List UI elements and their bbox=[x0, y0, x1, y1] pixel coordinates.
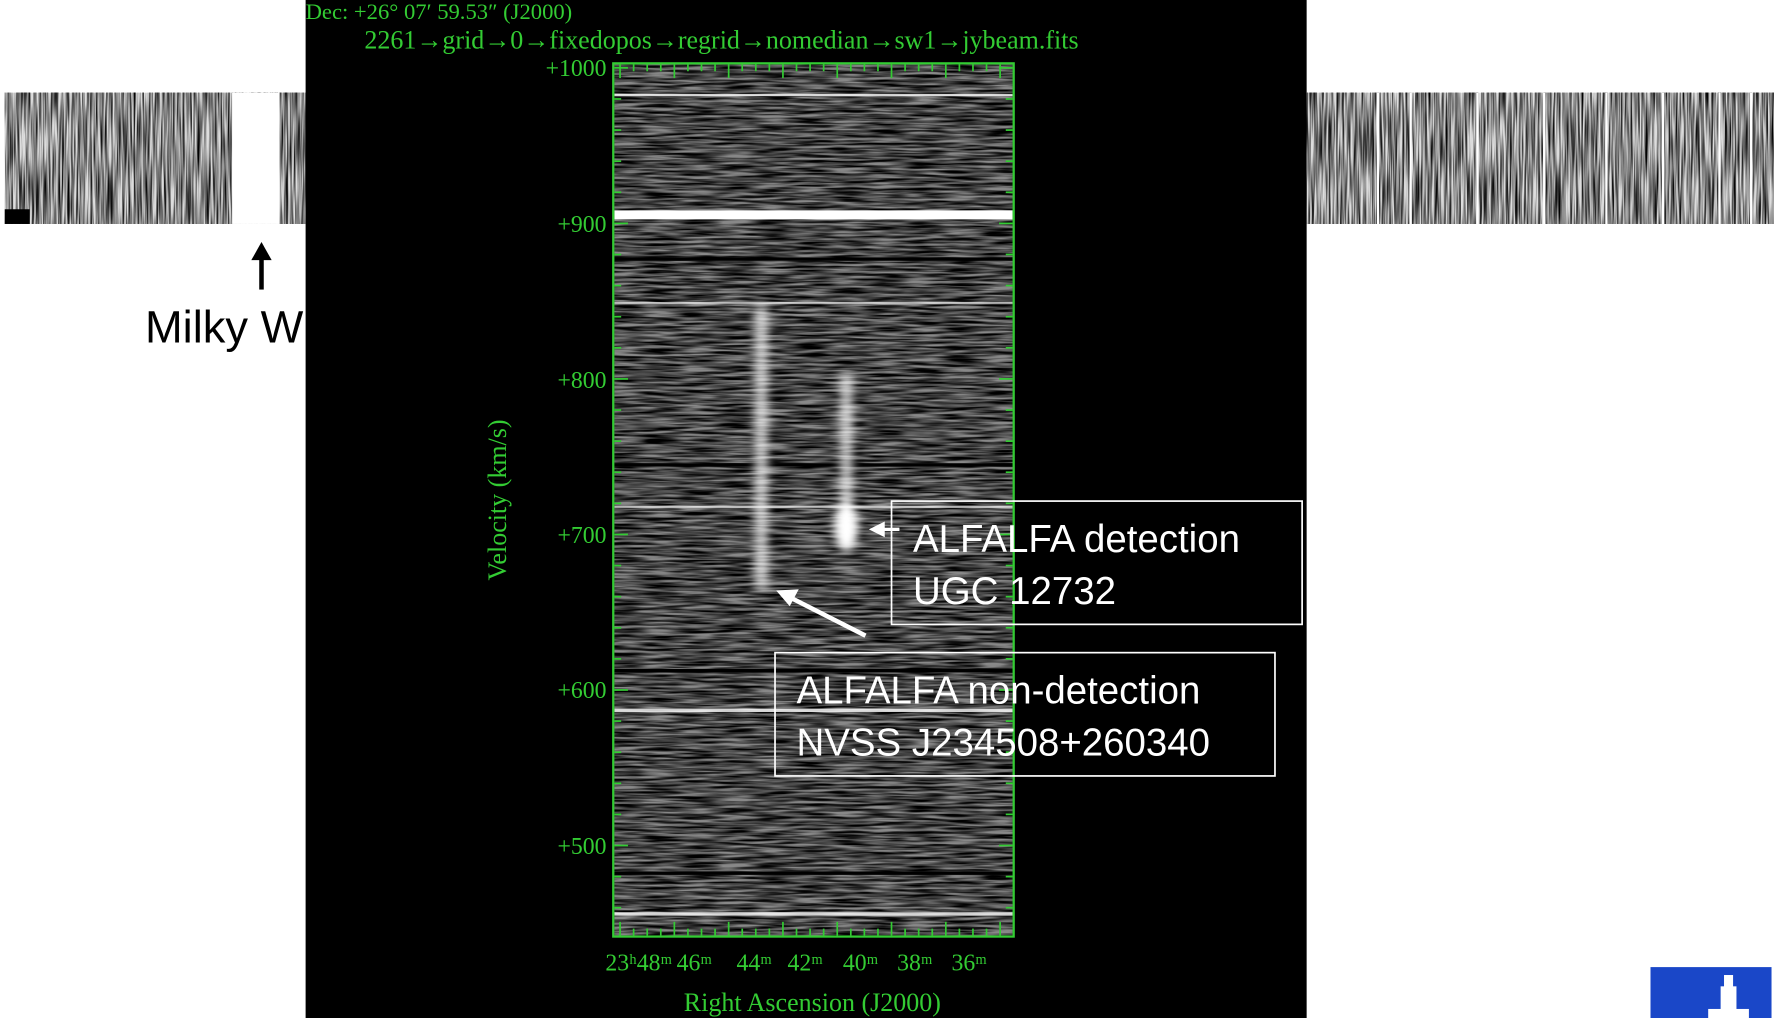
y-tick-label: +800 bbox=[557, 368, 606, 394]
y-tick-label: +700 bbox=[557, 523, 606, 549]
label: Milky W bbox=[145, 302, 304, 353]
arrow-head bbox=[251, 242, 272, 261]
x-tick-label: 42ᵐ bbox=[787, 950, 823, 976]
callout-line: NVSS J234508+260340 bbox=[797, 722, 1211, 765]
y-tick-label: +900 bbox=[557, 212, 606, 238]
x-tick-label: 44ᵐ bbox=[737, 950, 773, 976]
logo bbox=[1650, 967, 1772, 1018]
pv-image: Dec: +26° 07′ 59.53″ (J2000) 2261→grid→0… bbox=[305, 0, 1307, 1018]
left-strip bbox=[4, 92, 306, 224]
pipeline: 2261→grid→0→fixedopos→regrid→nomedian→sw… bbox=[364, 26, 1078, 55]
header: Dec: +26° 07′ 59.53″ (J2000) bbox=[306, 0, 573, 24]
callout-line: UGC 12732 bbox=[913, 570, 1116, 613]
x-tick-label: 23ʰ48ᵐ bbox=[605, 950, 672, 976]
x-axis: 23ʰ48ᵐ 46ᵐ 44ᵐ 42ᵐ 40ᵐ 38ᵐ 36ᵐ Right Asc… bbox=[605, 950, 987, 1017]
arrow bbox=[788, 595, 867, 638]
streaks bbox=[614, 93, 1013, 916]
x-axis-label: Right Ascension (J2000) bbox=[684, 988, 941, 1017]
y-tick-label: +500 bbox=[557, 834, 606, 860]
y-tick-label: +600 bbox=[557, 678, 606, 704]
callout: ALFALFA non-detection NVSS J234508+26034… bbox=[774, 651, 1276, 777]
x-tick-label: 38ᵐ bbox=[897, 950, 933, 976]
x-tick-label: 46ᵐ bbox=[677, 950, 713, 976]
right-strip bbox=[1306, 92, 1774, 224]
sources bbox=[754, 305, 859, 589]
arrow-head bbox=[776, 589, 799, 607]
callout-line: ALFALFA non-detection bbox=[797, 670, 1201, 713]
y-tick-label: +1000 bbox=[546, 56, 607, 82]
x-tick-label: 36ᵐ bbox=[951, 950, 987, 976]
x-tick-label: 40ᵐ bbox=[843, 950, 879, 976]
y-axis: +1000 +900 +800 +700 +600 +500 Velocity … bbox=[483, 56, 607, 860]
y-axis-label: Velocity (km/s) bbox=[483, 419, 512, 580]
callout: ALFALFA detection UGC 12732 bbox=[890, 500, 1303, 626]
arrow-head bbox=[868, 521, 885, 538]
callout-line: ALFALFA detection bbox=[913, 518, 1240, 561]
